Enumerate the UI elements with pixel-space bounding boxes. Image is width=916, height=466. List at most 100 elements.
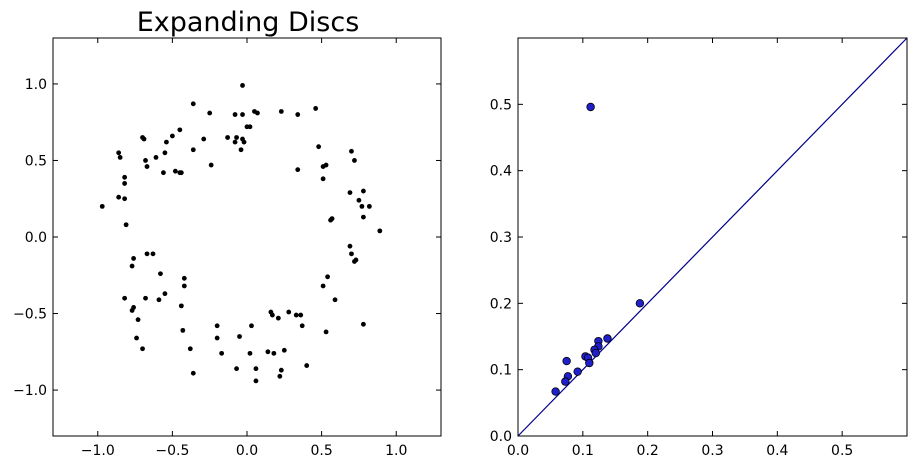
scatter-point [122, 295, 128, 301]
scatter-point [122, 196, 128, 202]
scatter-point [140, 346, 145, 352]
chart-title: Expanding Discs [137, 7, 360, 38]
y-tick-label: 0.0 [490, 429, 512, 445]
scatter-point [275, 315, 281, 321]
scatter-point [551, 387, 560, 396]
scatter-point [214, 323, 220, 329]
scatter-point [591, 348, 600, 358]
x-tick-label: 0.5 [831, 443, 853, 459]
scatter-point [232, 112, 238, 117]
chart-comparison: 0.0 0.1 0.2 0.3 0.4 0.5 0.0 0.1 0.2 0.3 0.4 0.5 [490, 37, 908, 459]
scatter-point [361, 214, 366, 220]
y-tick-label: 0.2 [490, 296, 512, 312]
scatter-point [240, 83, 245, 88]
scatter-point [271, 350, 277, 356]
scatter-point [117, 155, 123, 160]
y-tick-label: 0.1 [490, 363, 512, 379]
scatter-point [278, 109, 284, 114]
scatter-point [562, 356, 571, 366]
scatter-point [178, 170, 184, 176]
scatter-point [352, 259, 357, 264]
scatter-point [277, 373, 283, 379]
scatter-point [247, 350, 253, 356]
scatter-point [164, 139, 169, 145]
scatter-point [240, 112, 245, 117]
scatter-point [207, 110, 213, 116]
scatter-point [99, 203, 105, 209]
x-tick-label: 1.0 [385, 443, 407, 459]
x-tick-label: −1.0 [81, 443, 115, 459]
scatter-point [131, 256, 136, 261]
scatter-point [255, 110, 260, 116]
scatter-point [134, 335, 139, 341]
scatter-point [177, 127, 183, 133]
scatter-point [359, 203, 365, 209]
scatter-point [153, 155, 159, 160]
scatter-point [123, 222, 129, 228]
scatter-point [265, 349, 271, 355]
axis-tick-labels: −1.0 −0.5 0.0 0.5 1.0 −1.0 −0.5 0.0 0.5 1.0 [13, 77, 407, 459]
x-tick-label: 0.5 [310, 443, 332, 459]
chart-expanding-discs: Expanding Discs −1.0 −0.5 0.0 0.5 1.0 −1.0 −0.… [13, 7, 442, 459]
scatter-point [278, 367, 284, 373]
scatter-point [253, 366, 259, 372]
scatter-point [181, 275, 187, 281]
scatter-point [234, 135, 239, 140]
scatter-point [603, 334, 612, 343]
scatter-point [190, 101, 196, 107]
scatter-point [234, 366, 239, 372]
scatter-point [298, 312, 304, 318]
scatter-point [144, 164, 150, 169]
scatter-point [366, 203, 372, 209]
scatter-point [585, 358, 594, 368]
scatter-point [332, 297, 338, 303]
scatter-point [162, 150, 168, 156]
axis-ticks [53, 38, 441, 436]
scatter-point [190, 147, 196, 153]
scatter-point [143, 158, 148, 163]
scatter-point [377, 228, 383, 234]
scatter-point [293, 312, 299, 318]
scatter-point [361, 321, 366, 327]
scatter-point [219, 350, 225, 356]
axis-tick-labels: 0.0 0.1 0.2 0.3 0.4 0.5 0.0 0.1 0.2 0.3 0.4 0.5 [490, 97, 854, 459]
y-tick-label: 0.4 [490, 164, 512, 180]
scatter-point [129, 263, 135, 269]
scatter-point [169, 133, 175, 139]
scatter-point [304, 363, 310, 368]
scatter-point [347, 243, 353, 249]
scatter-point [156, 297, 162, 303]
y-tick-label: 1.0 [25, 77, 47, 93]
scatter-point [323, 162, 329, 168]
x-tick-label: 0.3 [701, 443, 723, 459]
scatter-point [313, 106, 319, 111]
scatter-point [116, 194, 122, 200]
x-tick-label: −0.5 [155, 443, 189, 459]
x-tick-label: 0.4 [766, 443, 788, 459]
scatter-point [361, 188, 366, 194]
plot-frame [517, 37, 908, 437]
scatter-point [561, 377, 570, 386]
scatter-point [241, 139, 247, 145]
scatter-point [329, 216, 335, 222]
scatter-point [249, 323, 254, 329]
scatter-point [158, 271, 163, 277]
scatter-point [323, 329, 329, 335]
y-tick-label: 0.5 [25, 153, 47, 169]
y-tick-label: 0.3 [490, 230, 512, 246]
scatter-point [299, 323, 305, 329]
scatter-point [269, 312, 275, 318]
scatter-point [135, 317, 141, 323]
x-tick-label: 0.2 [637, 443, 659, 459]
y-tick-label: 0.0 [25, 230, 47, 246]
scatter-point [286, 309, 292, 315]
scatter-point [214, 335, 220, 341]
scatter-point [180, 327, 186, 333]
x-tick-label: 0.0 [236, 443, 258, 459]
scatter-point [172, 168, 178, 174]
scatter-point [586, 102, 595, 112]
scatter-point [347, 190, 353, 196]
scatter-point [573, 367, 582, 376]
scatter-point [144, 251, 150, 257]
